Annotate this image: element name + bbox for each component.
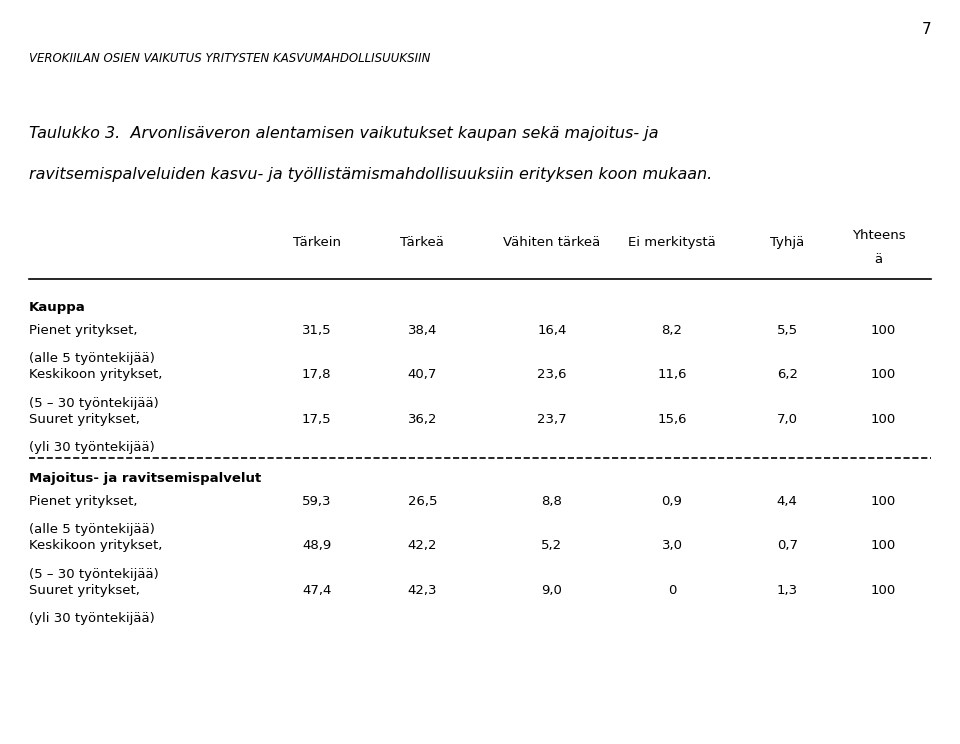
Text: 42,3: 42,3 [408,584,437,597]
Text: 7,0: 7,0 [777,413,798,426]
Text: 11,6: 11,6 [658,368,686,381]
Text: (alle 5 työntekijää): (alle 5 työntekijää) [29,352,155,365]
Text: 100: 100 [871,324,896,336]
Text: Kauppa: Kauppa [29,301,85,314]
Text: 100: 100 [871,368,896,381]
Text: Pienet yritykset,: Pienet yritykset, [29,495,137,507]
Text: Suuret yritykset,: Suuret yritykset, [29,413,139,426]
Text: Keskikoon yritykset,: Keskikoon yritykset, [29,539,162,552]
Text: 1,3: 1,3 [777,584,798,597]
Text: 40,7: 40,7 [408,368,437,381]
Text: Yhteens: Yhteens [852,229,905,242]
Text: 38,4: 38,4 [408,324,437,336]
Text: 15,6: 15,6 [658,413,686,426]
Text: Tyhjä: Tyhjä [770,237,804,249]
Text: Keskikoon yritykset,: Keskikoon yritykset, [29,368,162,381]
Text: 100: 100 [871,584,896,597]
Text: ravitsemispalveluiden kasvu- ja työllistämismahdollisuuksiin erityksen koon muka: ravitsemispalveluiden kasvu- ja työllist… [29,167,712,182]
Text: 31,5: 31,5 [302,324,331,336]
Text: 3,0: 3,0 [661,539,683,552]
Text: 5,5: 5,5 [777,324,798,336]
Text: 100: 100 [871,413,896,426]
Text: 4,4: 4,4 [777,495,798,507]
Text: 23,7: 23,7 [538,413,566,426]
Text: 0,7: 0,7 [777,539,798,552]
Text: Majoitus- ja ravitsemispalvelut: Majoitus- ja ravitsemispalvelut [29,472,261,485]
Text: 100: 100 [871,495,896,507]
Text: Vähiten tärkeä: Vähiten tärkeä [503,237,601,249]
Text: 8,8: 8,8 [541,495,563,507]
Text: 0: 0 [668,584,676,597]
Text: Suuret yritykset,: Suuret yritykset, [29,584,139,597]
Text: 9,0: 9,0 [541,584,563,597]
Text: Taulukko 3.  Arvonlisäveron alentamisen vaikutukset kaupan sekä majoitus- ja: Taulukko 3. Arvonlisäveron alentamisen v… [29,126,659,141]
Text: (5 – 30 työntekijää): (5 – 30 työntekijää) [29,397,158,409]
Text: (yli 30 työntekijää): (yli 30 työntekijää) [29,612,155,625]
Text: 26,5: 26,5 [408,495,437,507]
Text: Tärkein: Tärkein [293,237,341,249]
Text: 48,9: 48,9 [302,539,331,552]
Text: Tärkeä: Tärkeä [400,237,444,249]
Text: VEROKIILAN OSIEN VAIKUTUS YRITYSTEN KASVUMAHDOLLISUUKSIIN: VEROKIILAN OSIEN VAIKUTUS YRITYSTEN KASV… [29,52,430,65]
Text: (alle 5 työntekijää): (alle 5 työntekijää) [29,523,155,536]
Text: (yli 30 työntekijää): (yli 30 työntekijää) [29,441,155,454]
Text: 100: 100 [871,539,896,552]
Text: ä: ä [875,253,882,266]
Text: 7: 7 [922,22,931,37]
Text: 8,2: 8,2 [661,324,683,336]
Text: 16,4: 16,4 [538,324,566,336]
Text: 36,2: 36,2 [408,413,437,426]
Text: 17,5: 17,5 [302,413,331,426]
Text: 42,2: 42,2 [408,539,437,552]
Text: Ei merkitystä: Ei merkitystä [628,237,716,249]
Text: Pienet yritykset,: Pienet yritykset, [29,324,137,336]
Text: 0,9: 0,9 [661,495,683,507]
Text: 47,4: 47,4 [302,584,331,597]
Text: 5,2: 5,2 [541,539,563,552]
Text: 59,3: 59,3 [302,495,331,507]
Text: 6,2: 6,2 [777,368,798,381]
Text: 23,6: 23,6 [538,368,566,381]
Text: 17,8: 17,8 [302,368,331,381]
Text: (5 – 30 työntekijää): (5 – 30 työntekijää) [29,568,158,580]
